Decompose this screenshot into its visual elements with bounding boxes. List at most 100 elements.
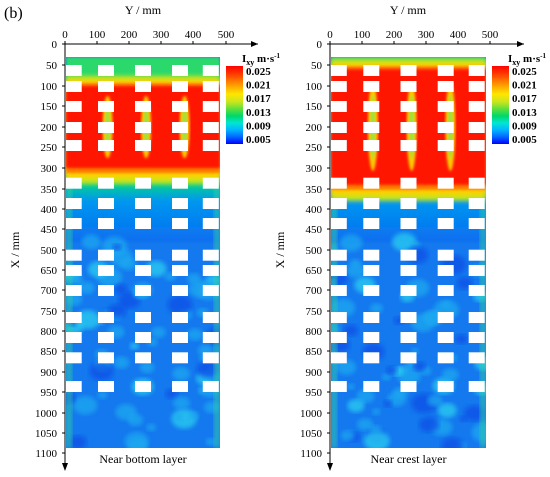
obstacle-block	[172, 65, 188, 76]
obstacle-block	[331, 140, 347, 151]
obstacle-block	[331, 265, 347, 276]
obstacle-block	[98, 198, 114, 209]
obstacle-block	[363, 198, 380, 209]
heatmap-blotch	[173, 396, 191, 410]
axes: 0 100 200 300 400 500 Y / mm 0 50 100 150 200 250 300…	[273, 3, 524, 471]
y-tick-label: 900	[41, 367, 58, 379]
heatmap-blotch	[113, 356, 130, 369]
heatmap-blotch	[369, 303, 383, 314]
x-tick-label: 500	[482, 29, 499, 41]
obstacle-block	[400, 285, 417, 296]
obstacle-block	[437, 312, 454, 323]
heatmap-blotch	[174, 414, 183, 421]
obstacle-block	[202, 312, 219, 323]
obstacle-block	[172, 177, 188, 189]
obstacle-block	[135, 285, 151, 296]
obstacle-block	[66, 352, 82, 364]
y-tick-label: 750	[41, 306, 58, 318]
heatmap-blotch	[205, 438, 216, 446]
y-tick-label: 50	[311, 60, 323, 72]
heatmap-blotch	[464, 405, 485, 422]
y-tick-label: 0	[317, 39, 323, 51]
y-tick-label: 650	[306, 265, 323, 277]
heatmap-blotch	[112, 243, 122, 251]
obstacle-block	[66, 177, 82, 189]
colorbar-tick-label: 0.009	[512, 120, 537, 132]
obstacle-block	[437, 101, 454, 112]
obstacle-block	[135, 101, 151, 112]
y-tick-label: 300	[41, 163, 58, 175]
colorbar-tick-label: 0.013	[512, 107, 537, 119]
obstacle-block	[437, 198, 454, 209]
obstacle-block	[331, 218, 347, 229]
obstacle-block	[400, 198, 417, 209]
panel-near-crest-layer: 0 100 200 300 400 500 Y / mm 0 50 100 150 200 250 300…	[273, 3, 546, 471]
x-tick-label: 400	[450, 29, 467, 41]
obstacle-block	[363, 218, 380, 229]
obstacle-block	[135, 140, 151, 151]
obstacle-block	[135, 249, 151, 261]
obstacle-block	[66, 198, 82, 209]
obstacle-block	[98, 177, 114, 189]
x-axis-title: Y / mm	[125, 3, 162, 17]
obstacle-block	[98, 140, 114, 151]
heatmap-blotch	[419, 416, 439, 433]
obstacle-block	[172, 122, 188, 133]
obstacle-block	[98, 265, 114, 276]
obstacle-block	[468, 381, 485, 392]
obstacle-block	[468, 285, 485, 296]
obstacle-block	[66, 81, 82, 92]
obstacle-block	[363, 249, 380, 261]
heatmap-blotch	[81, 234, 101, 250]
colorbar-tick-label: 0.025	[246, 66, 271, 78]
y-tick-label: 950	[306, 387, 323, 399]
colorbar-tick-label: 0.009	[246, 120, 271, 132]
heatmap-blotch	[68, 435, 87, 448]
heatmap-blotch	[167, 295, 193, 314]
y-tick-label: 100	[41, 81, 58, 93]
y-tick-label: 700	[306, 285, 323, 297]
heatmap-blotch	[139, 361, 155, 374]
heatmap-blotch	[454, 334, 468, 344]
obstacle-block	[437, 218, 454, 229]
obstacle-block	[400, 312, 417, 323]
obstacle-block	[172, 140, 188, 151]
obstacle-block	[135, 352, 151, 364]
heatmap-blotch	[343, 324, 359, 336]
obstacle-block	[66, 122, 82, 133]
heatmap-blotch	[78, 281, 95, 294]
heatmap-blotch	[363, 431, 390, 448]
axes: 0 100 200 300 400 500 Y / mm 0 50 100 150 200 250 300…	[8, 3, 258, 471]
obstacle-block	[66, 65, 82, 76]
obstacle-block	[172, 265, 188, 276]
obstacle-block	[202, 218, 219, 229]
x-tick-label: 100	[89, 29, 106, 41]
x-tick-label: 200	[386, 29, 403, 41]
heatmap-blotch	[187, 328, 204, 341]
obstacle-block	[468, 65, 485, 76]
obstacle-block	[98, 312, 114, 323]
heatmap-blotch	[441, 368, 459, 382]
obstacle-block	[172, 381, 188, 392]
obstacle-block	[437, 285, 454, 296]
obstacle-block	[135, 332, 151, 343]
y-tick-label: 1000	[35, 408, 58, 420]
obstacle-block	[437, 140, 454, 151]
obstacle-block	[400, 101, 417, 112]
obstacle-block	[202, 140, 219, 151]
y-tick-label: 500	[41, 245, 58, 257]
y-tick-label: 1050	[35, 428, 58, 440]
obstacle-block	[331, 352, 347, 364]
obstacle-block	[66, 332, 82, 343]
obstacle-block	[135, 381, 151, 392]
obstacle-block	[98, 285, 114, 296]
obstacle-block	[468, 122, 485, 133]
heatmap-blotch	[381, 373, 391, 381]
obstacle-block	[66, 381, 82, 392]
y-tick-label: 650	[41, 265, 58, 277]
obstacle-block	[468, 332, 485, 343]
obstacle-block	[202, 65, 219, 76]
heatmap-blotch	[172, 366, 191, 381]
heatmap-blotch	[441, 301, 452, 309]
